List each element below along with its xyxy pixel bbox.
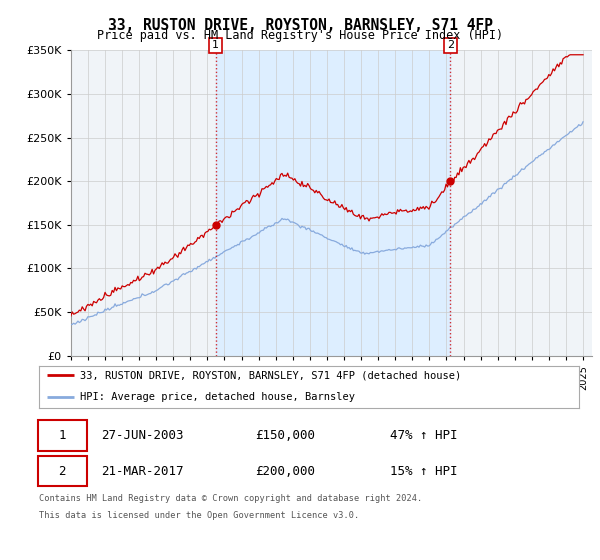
Text: HPI: Average price, detached house, Barnsley: HPI: Average price, detached house, Barn… <box>79 392 355 402</box>
Text: 15% ↑ HPI: 15% ↑ HPI <box>390 465 458 478</box>
Text: Contains HM Land Registry data © Crown copyright and database right 2024.: Contains HM Land Registry data © Crown c… <box>39 494 422 503</box>
Text: This data is licensed under the Open Government Licence v3.0.: This data is licensed under the Open Gov… <box>39 511 359 520</box>
Text: 33, RUSTON DRIVE, ROYSTON, BARNSLEY, S71 4FP (detached house): 33, RUSTON DRIVE, ROYSTON, BARNSLEY, S71… <box>79 370 461 380</box>
Text: £200,000: £200,000 <box>255 465 315 478</box>
FancyBboxPatch shape <box>38 420 86 451</box>
Text: 21-MAR-2017: 21-MAR-2017 <box>101 465 184 478</box>
Text: 1: 1 <box>212 40 219 50</box>
Text: 47% ↑ HPI: 47% ↑ HPI <box>390 429 458 442</box>
Text: 33, RUSTON DRIVE, ROYSTON, BARNSLEY, S71 4FP: 33, RUSTON DRIVE, ROYSTON, BARNSLEY, S71… <box>107 18 493 33</box>
Bar <box>216 50 450 356</box>
Text: £150,000: £150,000 <box>255 429 315 442</box>
Text: 27-JUN-2003: 27-JUN-2003 <box>101 429 184 442</box>
Text: 1: 1 <box>58 429 66 442</box>
Text: 2: 2 <box>58 465 66 478</box>
Text: Price paid vs. HM Land Registry's House Price Index (HPI): Price paid vs. HM Land Registry's House … <box>97 29 503 42</box>
FancyBboxPatch shape <box>38 456 86 486</box>
Text: 2: 2 <box>446 40 454 50</box>
